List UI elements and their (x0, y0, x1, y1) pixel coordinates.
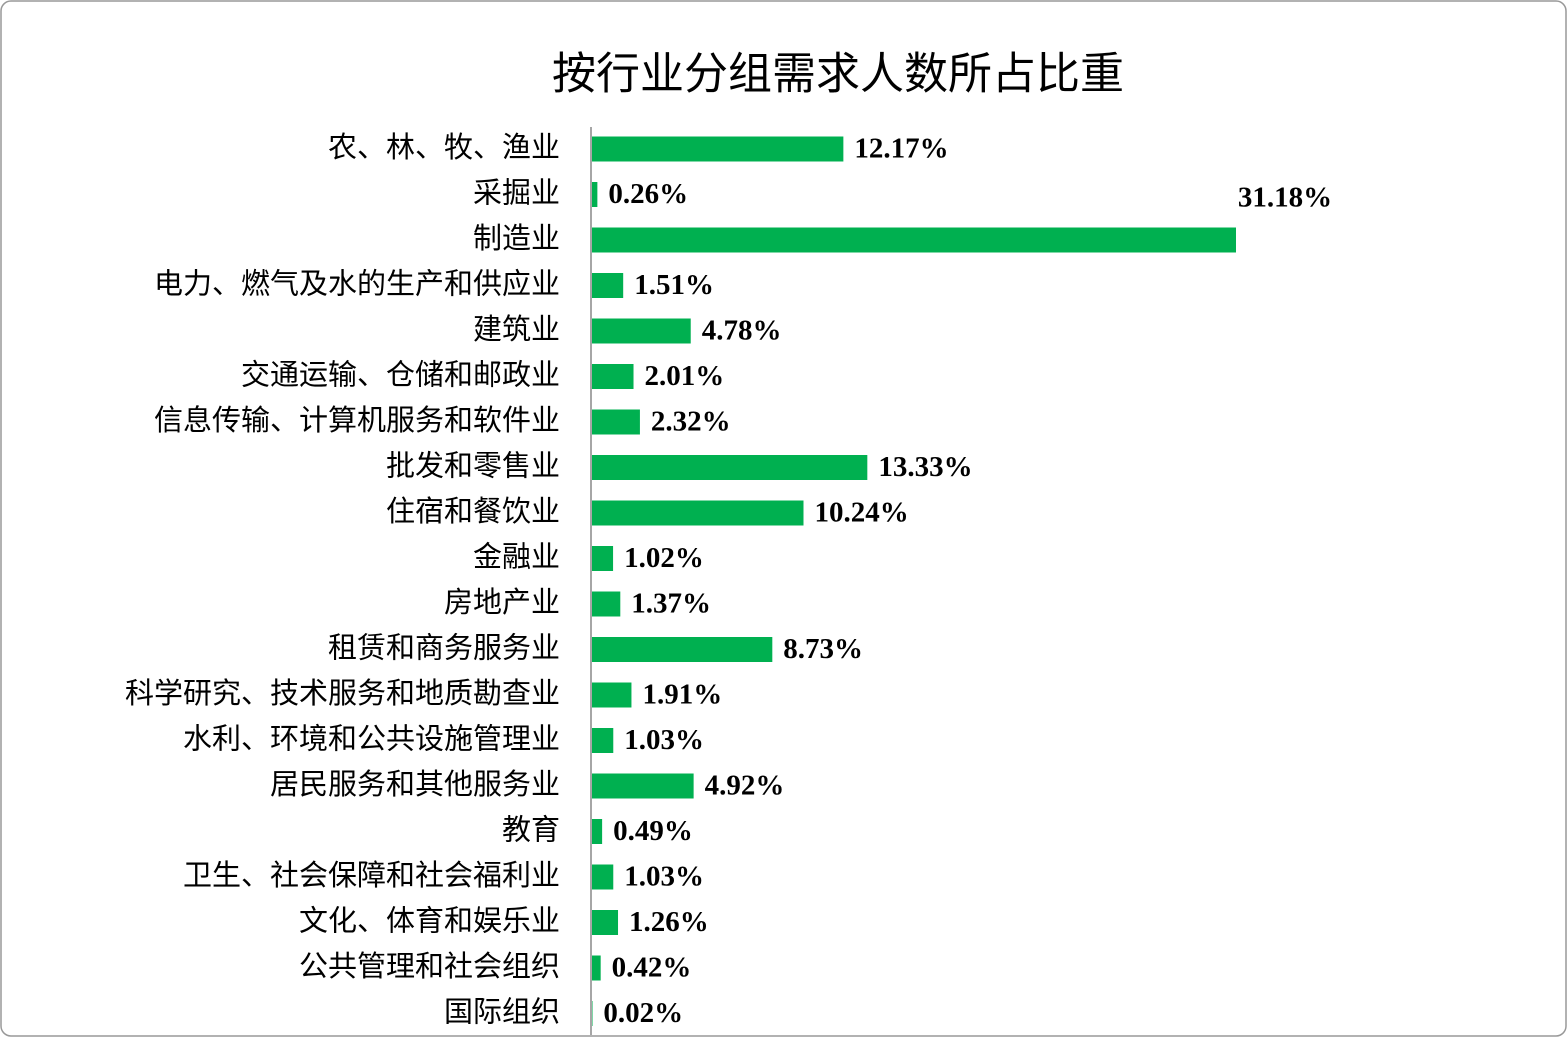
y-tick-label: 居民服务和其他服务业 (270, 767, 560, 801)
bar (592, 227, 1236, 253)
data-label: 2.01% (645, 360, 725, 392)
data-label: 0.49% (613, 815, 693, 847)
bar (592, 318, 691, 344)
data-label: 8.73% (783, 633, 863, 665)
bar (592, 455, 868, 480)
data-label: 1.03% (624, 724, 704, 756)
data-label: 1.37% (631, 588, 711, 620)
bar (592, 500, 804, 526)
data-label: 0.26% (608, 178, 688, 210)
bar (592, 728, 614, 753)
bar (592, 364, 634, 389)
data-label: 1.91% (642, 679, 722, 711)
data-label: 0.42% (612, 952, 692, 984)
y-tick-label: 住宿和餐饮业 (386, 494, 560, 528)
bar (592, 819, 603, 844)
data-label: 1.03% (624, 861, 704, 893)
bar (592, 955, 601, 981)
bar (592, 182, 598, 207)
data-label: 12.17% (854, 133, 948, 165)
bar (592, 773, 694, 799)
y-tick-label: 电力、燃气及水的生产和供应业 (154, 267, 560, 301)
data-label: 1.02% (624, 542, 704, 574)
y-tick-label: 批发和零售业 (386, 449, 560, 483)
y-tick-label: 科学研究、技术服务和地质勘查业 (125, 676, 560, 710)
y-tick-label: 建筑业 (473, 312, 560, 346)
bar (592, 136, 844, 162)
y-tick-label: 房地产业 (444, 585, 560, 619)
y-tick-label: 国际组织 (444, 995, 560, 1029)
data-label: 2.32% (651, 406, 731, 438)
y-tick-label: 文化、体育和娱乐业 (299, 904, 560, 938)
y-tick-label: 租赁和商务服务业 (328, 631, 560, 665)
y-tick-label: 交通运输、仓储和邮政业 (241, 358, 560, 392)
data-label: 1.51% (634, 269, 714, 301)
data-label: 4.92% (705, 770, 785, 802)
y-tick-label: 水利、环境和公共设施管理业 (183, 722, 560, 756)
y-tick-label: 信息传输、计算机服务和软件业 (154, 403, 560, 437)
y-tick-label: 采掘业 (473, 176, 560, 210)
data-label: 31.18% (1238, 182, 1332, 214)
bar (592, 864, 614, 890)
bar (592, 637, 773, 662)
data-label: 1.26% (629, 906, 709, 938)
data-label: 0.02% (603, 997, 683, 1029)
bar (592, 273, 624, 298)
data-label: 10.24% (814, 497, 908, 529)
chart-title: 按行业分组需求人数所占比重 (552, 49, 1124, 100)
bar (592, 591, 621, 617)
y-tick-label: 公共管理和社会组织 (299, 949, 560, 983)
y-tick-label: 卫生、社会保障和社会福利业 (183, 858, 560, 892)
y-tick-label: 制造业 (473, 221, 560, 255)
bar (592, 910, 619, 935)
bar (592, 1001, 593, 1026)
y-tick-label: 农、林、牧、渔业 (328, 130, 560, 164)
data-label: 13.33% (878, 451, 972, 483)
bar (592, 546, 614, 571)
y-tick-label: 金融业 (473, 540, 560, 574)
data-label: 4.78% (702, 315, 782, 347)
bar (592, 409, 640, 435)
bar (592, 682, 632, 708)
y-tick-label: 教育 (502, 813, 560, 847)
